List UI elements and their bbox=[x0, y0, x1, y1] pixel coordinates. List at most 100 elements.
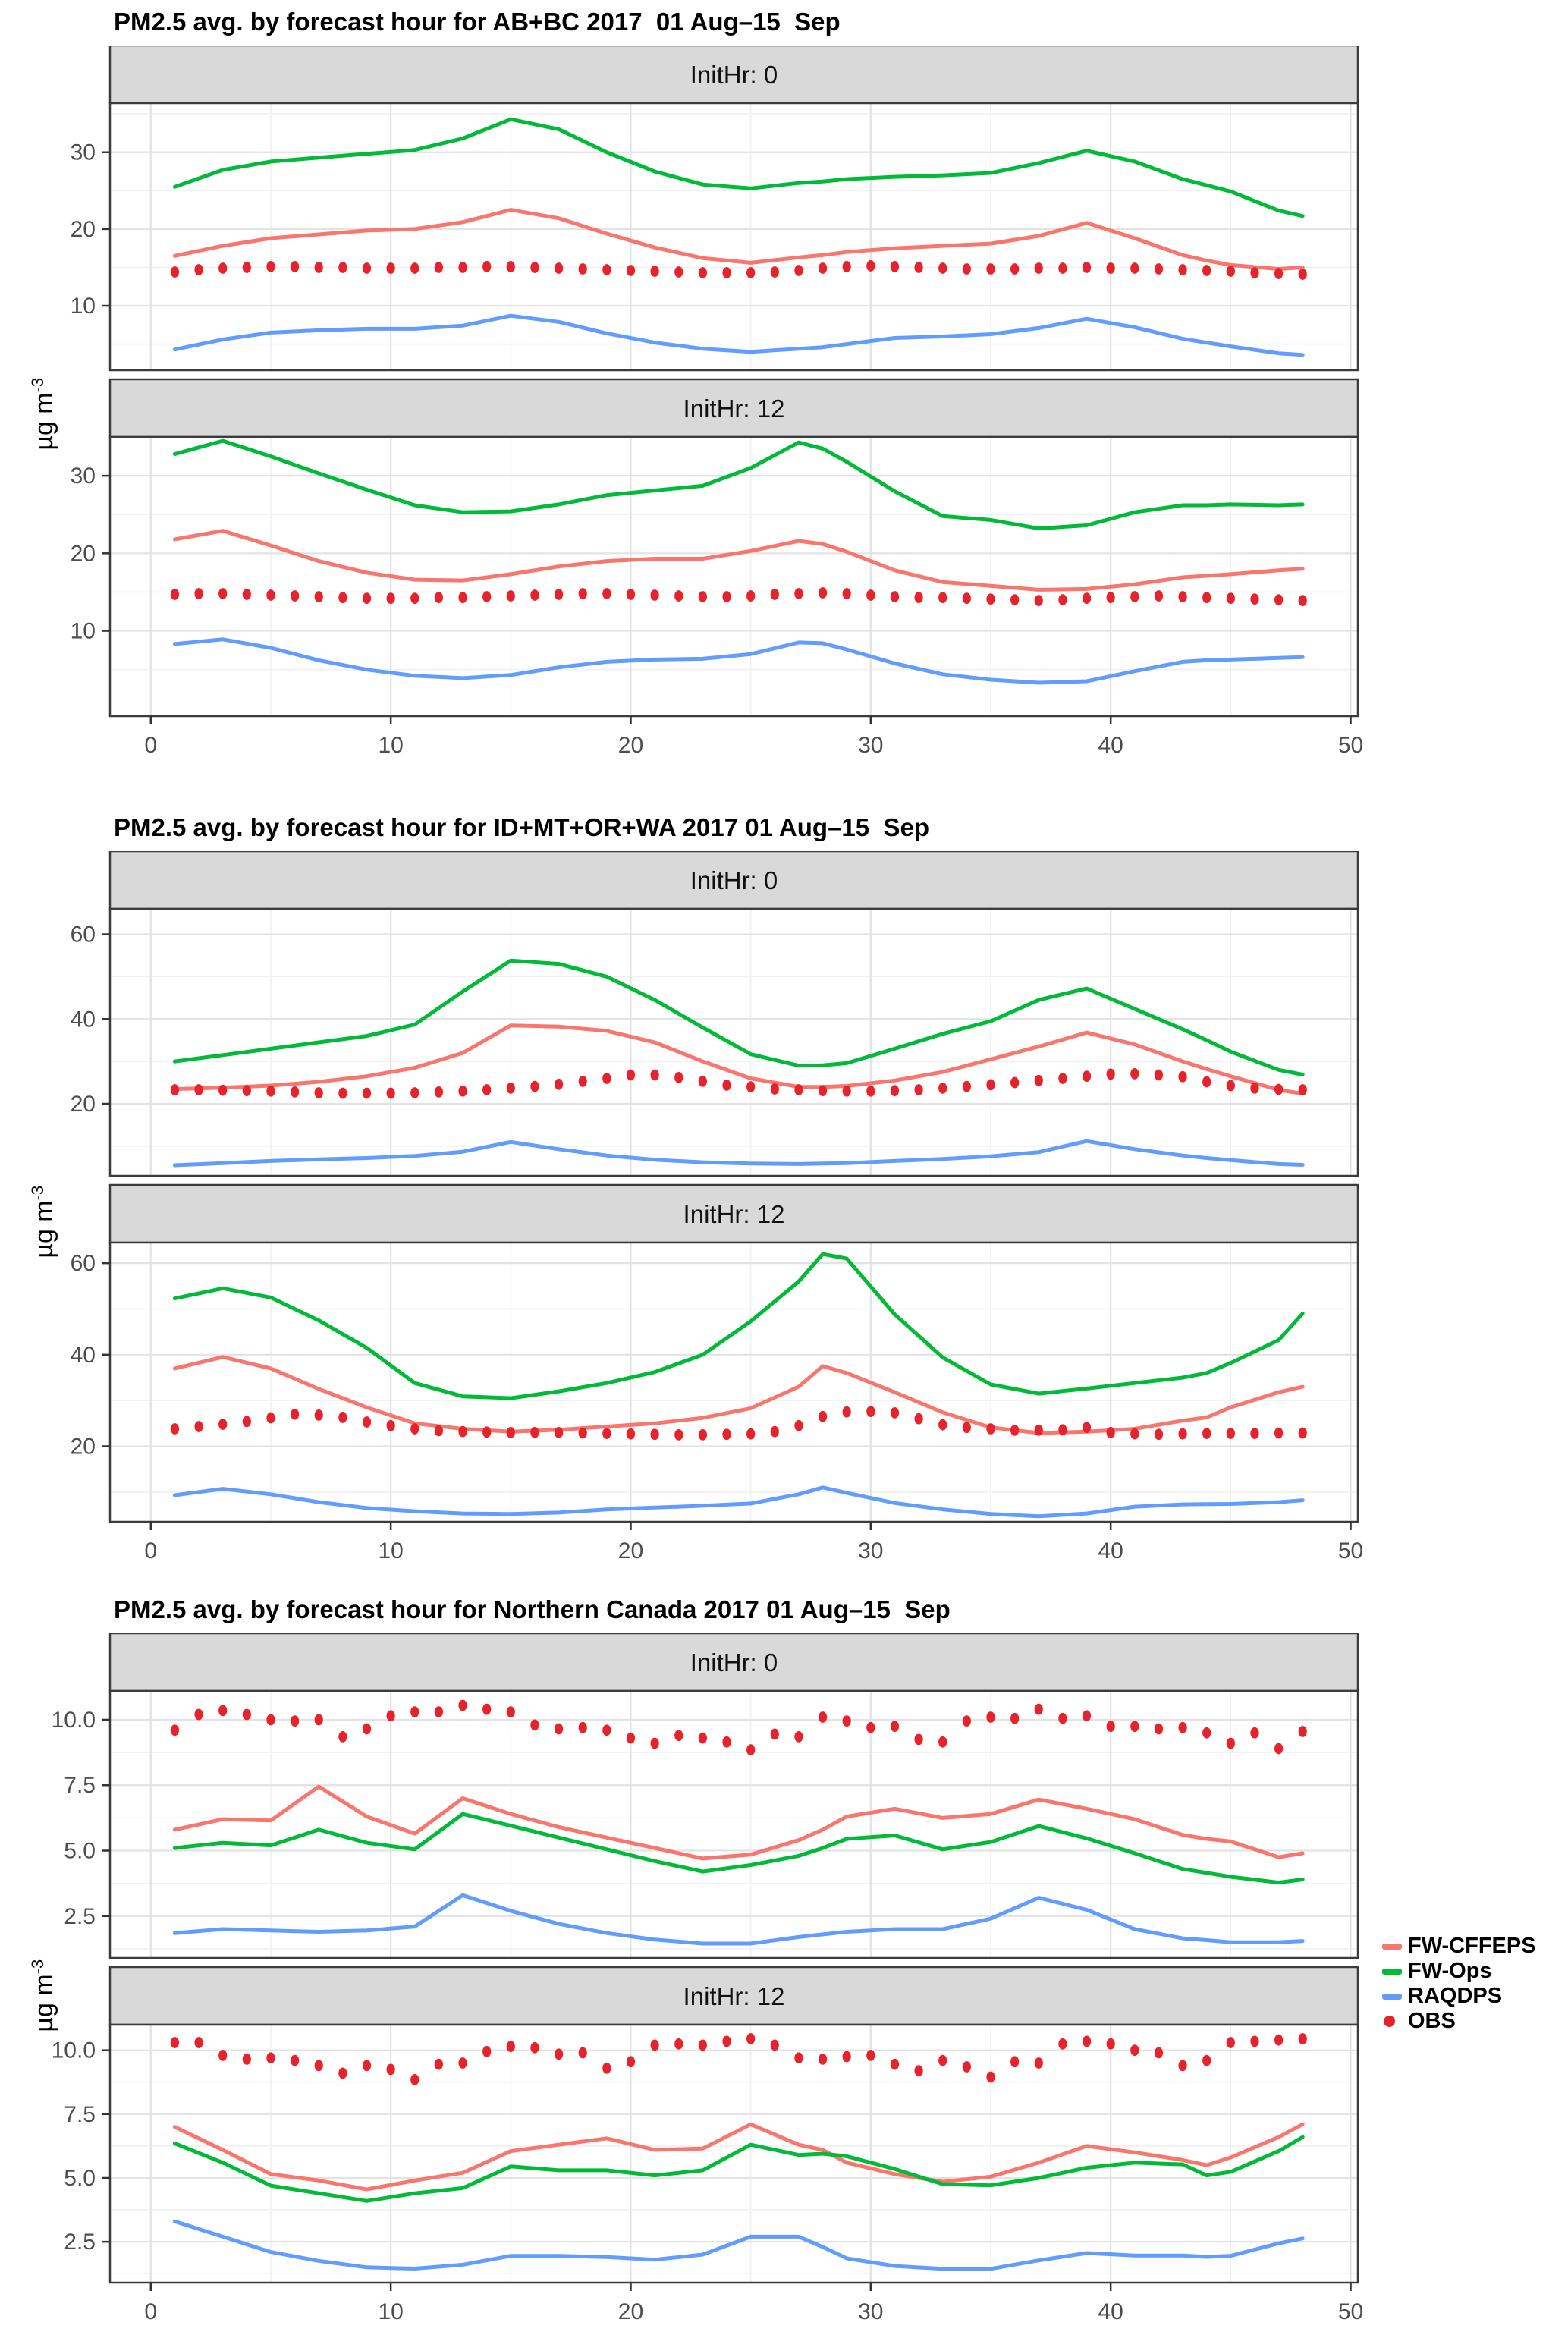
obs-point bbox=[434, 592, 443, 603]
obs-point bbox=[962, 592, 971, 605]
obs-point bbox=[170, 589, 180, 600]
obs-point bbox=[1010, 1424, 1020, 1436]
obs-point bbox=[1298, 1084, 1307, 1095]
obs-point bbox=[386, 2063, 395, 2076]
obs-point bbox=[746, 1081, 756, 1093]
obs-point bbox=[746, 1428, 756, 1440]
obs-point bbox=[410, 2073, 419, 2085]
obs-point bbox=[314, 1087, 323, 1098]
obs-point bbox=[338, 262, 347, 273]
obs-point bbox=[266, 1714, 275, 1726]
obs-point bbox=[1034, 262, 1043, 274]
obs-point bbox=[1010, 594, 1020, 606]
obs-point bbox=[1106, 1426, 1115, 1438]
obs-point bbox=[986, 1711, 995, 1723]
obs-point bbox=[770, 2039, 779, 2051]
obs-point bbox=[482, 1703, 492, 1715]
y-tick-label: 20 bbox=[71, 217, 96, 242]
obs-point bbox=[1298, 269, 1307, 280]
obs-point bbox=[722, 1736, 731, 1748]
obs-point bbox=[890, 261, 900, 272]
obs-point bbox=[770, 1083, 779, 1095]
facet-strip-label: InitHr: 0 bbox=[690, 866, 778, 894]
obs-point bbox=[722, 591, 731, 602]
obs-point bbox=[938, 262, 947, 274]
obs-point bbox=[698, 1428, 707, 1441]
obs-point bbox=[1106, 1721, 1115, 1732]
obs-point bbox=[1082, 2035, 1092, 2047]
obs-point bbox=[1106, 2038, 1115, 2050]
series-line-raqdps bbox=[172, 637, 1305, 685]
obs-point bbox=[314, 2060, 323, 2072]
obs-point bbox=[482, 2045, 492, 2057]
obs-point bbox=[1178, 591, 1187, 602]
obs-point bbox=[554, 1723, 564, 1735]
obs-point bbox=[1130, 262, 1139, 274]
obs-point bbox=[746, 2033, 756, 2044]
obs-point bbox=[1274, 594, 1284, 606]
obs-point bbox=[674, 1428, 683, 1441]
obs-point bbox=[386, 592, 395, 605]
obs-point bbox=[1274, 1743, 1284, 1755]
obs-point bbox=[290, 1086, 300, 1098]
obs-point bbox=[1202, 1076, 1211, 1088]
obs-point bbox=[434, 1706, 443, 1718]
obs-point bbox=[1178, 264, 1187, 275]
obs-point bbox=[1226, 1428, 1235, 1439]
obs-point bbox=[506, 590, 515, 602]
obs-point bbox=[1130, 1428, 1139, 1440]
obs-point bbox=[1010, 2056, 1020, 2068]
obs-point bbox=[914, 2065, 923, 2076]
obs-point bbox=[746, 267, 756, 278]
obs-point bbox=[290, 1408, 300, 1420]
x-tick-label: 0 bbox=[144, 1538, 157, 1563]
obs-point bbox=[650, 1069, 659, 1081]
obs-point bbox=[170, 1423, 180, 1435]
obs-point bbox=[962, 263, 971, 275]
obs-point bbox=[1058, 262, 1067, 274]
obs-point bbox=[1034, 1703, 1043, 1715]
series-line-raqdps bbox=[172, 313, 1305, 357]
y-tick-label: 2.5 bbox=[64, 2230, 96, 2255]
obs-point bbox=[1202, 1727, 1211, 1739]
obs-point bbox=[794, 265, 803, 276]
obs-point bbox=[410, 1706, 419, 1718]
obs-point bbox=[842, 261, 851, 272]
obs-point bbox=[242, 1085, 251, 1097]
obs-point bbox=[650, 2039, 659, 2051]
x-tick-label: 10 bbox=[378, 1538, 403, 1563]
obs-point bbox=[1154, 590, 1164, 602]
obs-point bbox=[986, 1423, 995, 1435]
obs-point bbox=[674, 1730, 683, 1742]
obs-point bbox=[1250, 267, 1259, 278]
obs-point bbox=[1058, 1073, 1067, 1084]
obs-point bbox=[602, 1073, 611, 1084]
obs-point bbox=[218, 588, 228, 599]
x-tick-label: 40 bbox=[1098, 2299, 1123, 2324]
obs-dot-key-icon bbox=[1382, 2016, 1408, 2027]
obs-point bbox=[866, 589, 875, 601]
series-line-fw-cffeps bbox=[172, 208, 1305, 271]
obs-point bbox=[1274, 2034, 1284, 2046]
fw-cffeps-line-key-icon bbox=[1382, 1943, 1408, 1950]
obs-point bbox=[362, 262, 372, 274]
obs-point bbox=[530, 2041, 539, 2054]
obs-point bbox=[1130, 591, 1139, 602]
obs-point bbox=[242, 1416, 251, 1428]
obs-point bbox=[1250, 1082, 1259, 1094]
obs-point bbox=[362, 1416, 372, 1428]
obs-point bbox=[674, 266, 683, 278]
obs-point bbox=[1106, 1068, 1115, 1080]
series-line-fw-cffeps bbox=[172, 1784, 1305, 1861]
facet-strip-label: InitHr: 0 bbox=[690, 1648, 778, 1677]
obs-point bbox=[362, 592, 372, 605]
obs-point bbox=[1082, 1710, 1092, 1722]
obs-point bbox=[1154, 1428, 1164, 1441]
obs-point bbox=[842, 2051, 851, 2063]
obs-point bbox=[1298, 1726, 1307, 1737]
obs-point bbox=[1178, 1070, 1187, 1083]
obs-point bbox=[578, 263, 587, 275]
obs-point bbox=[842, 1715, 851, 1727]
obs-point bbox=[1106, 592, 1115, 603]
facet-strip-label: InitHr: 0 bbox=[690, 61, 778, 89]
